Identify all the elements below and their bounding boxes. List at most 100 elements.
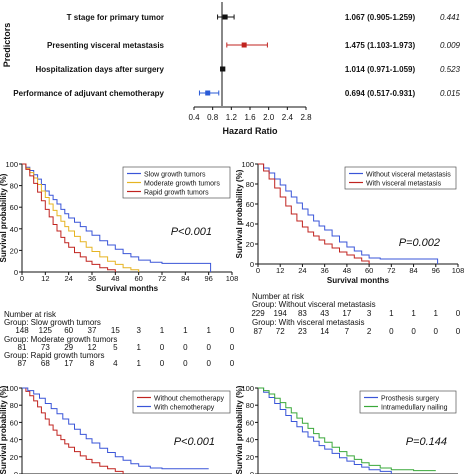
risk-table-count: 0 <box>160 359 165 368</box>
forest-x-tick-label: 2.0 <box>263 113 275 122</box>
risk-table-count: 0 <box>456 327 461 336</box>
risk-table-count: 0 <box>411 327 416 336</box>
risk-table-count: 2 <box>367 327 372 336</box>
km-legend-label: Prosthesis surgery <box>381 395 439 402</box>
risk-table-count: 229 <box>251 309 265 318</box>
km-x-tick-label: 36 <box>320 266 328 275</box>
km-y-tick-label: 40 <box>10 436 18 445</box>
km-y-tick-label: 20 <box>246 453 254 462</box>
forest-point <box>241 42 247 48</box>
forest-p-value: 0.523 <box>440 65 461 74</box>
forest-point <box>205 90 211 96</box>
risk-table-count: 17 <box>64 359 73 368</box>
risk-table-count: 4 <box>113 359 118 368</box>
risk-table-count: 23 <box>298 327 307 336</box>
km-x-tick-label: 48 <box>111 274 119 283</box>
risk-table-group-label: Group: Moderate growth tumors <box>4 335 117 344</box>
forest-x-tick-label: 2.8 <box>300 113 312 122</box>
km-x-tick-label: 72 <box>158 274 166 283</box>
km-x-tick-label: 84 <box>409 266 417 275</box>
km-p-value: P=0.144 <box>406 436 447 448</box>
km-survival-curve <box>22 163 212 272</box>
risk-table-count: 0 <box>389 327 394 336</box>
risk-table-count: 0 <box>183 343 188 352</box>
km-x-tick-label: 36 <box>88 274 96 283</box>
km-legend-label: Without chemotherapy <box>154 395 225 402</box>
km-y-tick-label: 0 <box>14 268 18 277</box>
km-legend-box <box>122 166 231 199</box>
km-y-axis-title: Survival probability (%) <box>235 169 244 258</box>
km-x-tick-label: 12 <box>41 274 49 283</box>
km-p-value: P<0.001 <box>171 226 212 238</box>
forest-point <box>220 66 226 72</box>
km-survival-curve <box>22 163 116 272</box>
risk-table-count: 12 <box>88 343 97 352</box>
km-survival-curve <box>258 163 370 264</box>
km-y-tick-label: 60 <box>10 203 18 212</box>
forest-x-tick-label: 0.8 <box>207 113 219 122</box>
risk-table-count: 15 <box>111 326 120 335</box>
risk-table-count: 1 <box>434 309 439 318</box>
risk-table-count: 17 <box>342 309 351 318</box>
risk-table-count: 194 <box>274 309 288 318</box>
km-x-tick-label: 108 <box>226 274 239 283</box>
forest-x-tick-label: 0.4 <box>188 113 200 122</box>
forest-ci-text: 1.475 (1.103-1.973) <box>345 41 416 50</box>
km-x-tick-label: 60 <box>365 266 373 275</box>
km-legend-box <box>132 390 231 414</box>
km-y-tick-label: 60 <box>246 200 254 209</box>
km-y-tick-label: 100 <box>5 384 18 393</box>
km-p-value: P=0.002 <box>399 237 440 249</box>
risk-table-count: 43 <box>320 309 329 318</box>
km-y-tick-label: 80 <box>246 180 254 189</box>
forest-plot: Predictors 0.4 0.8 1.2 1.6 2.0 2.4 2.8 Hazard Ra… <box>2 2 461 136</box>
risk-table-count: 1 <box>136 359 141 368</box>
forest-row-label: Performance of adjuvant chemotherapy <box>13 89 164 98</box>
km-x-tick-label: 12 <box>276 266 284 275</box>
risk-table-count: 3 <box>367 309 372 318</box>
km-survival-curve <box>258 387 392 474</box>
km-y-tick-label: 60 <box>10 418 18 427</box>
forest-point <box>222 14 228 20</box>
km-x-axis-title: Survival months <box>327 276 390 285</box>
km-y-tick-label: 100 <box>5 160 18 169</box>
km-y-tick-label: 0 <box>250 470 254 474</box>
km-x-tick-label: 0 <box>20 274 24 283</box>
risk-table-title: Number at risk <box>252 292 305 301</box>
km-survival-curve <box>258 163 439 264</box>
risk-table-count: 1 <box>160 326 165 335</box>
km-survival-curve <box>258 387 436 472</box>
risk-table-count: 68 <box>41 359 50 368</box>
risk-table-count: 0 <box>434 327 439 336</box>
km-legend-box <box>344 166 457 190</box>
risk-table-count: 1 <box>183 326 188 335</box>
forest-ci-text: 1.014 (0.971-1.059) <box>345 65 416 74</box>
risk-table-count: 1 <box>411 309 416 318</box>
forest-x-tick-label: 1.6 <box>244 113 256 122</box>
km-y-axis-title: Survival probability (%) <box>235 385 244 474</box>
km-legend-label: Intramedullary nailing <box>381 404 448 411</box>
risk-table-count: 1 <box>389 309 394 318</box>
risk-table-count: 0 <box>206 343 211 352</box>
risk-table-count: 0 <box>206 359 211 368</box>
risk-table-count: 0 <box>160 343 165 352</box>
risk-table-count: 1 <box>206 326 211 335</box>
risk-table-count: 87 <box>254 327 263 336</box>
km-legend-label: With chemotherapy <box>154 404 215 411</box>
km-x-tick-label: 24 <box>64 274 72 283</box>
km-survival-curve <box>22 387 124 474</box>
km-legend-box <box>359 390 457 414</box>
risk-table-count: 0 <box>230 326 235 335</box>
km-y-tick-label: 40 <box>10 225 18 234</box>
risk-table-count: 8 <box>90 359 95 368</box>
km-y-tick-label: 20 <box>10 453 18 462</box>
forest-p-value: 0.009 <box>440 41 461 50</box>
km-x-tick-label: 60 <box>134 274 142 283</box>
risk-table-count: 0 <box>230 359 235 368</box>
risk-table-count: 0 <box>456 309 461 318</box>
km-survival-curve <box>22 163 140 272</box>
km-x-tick-label: 96 <box>204 274 212 283</box>
